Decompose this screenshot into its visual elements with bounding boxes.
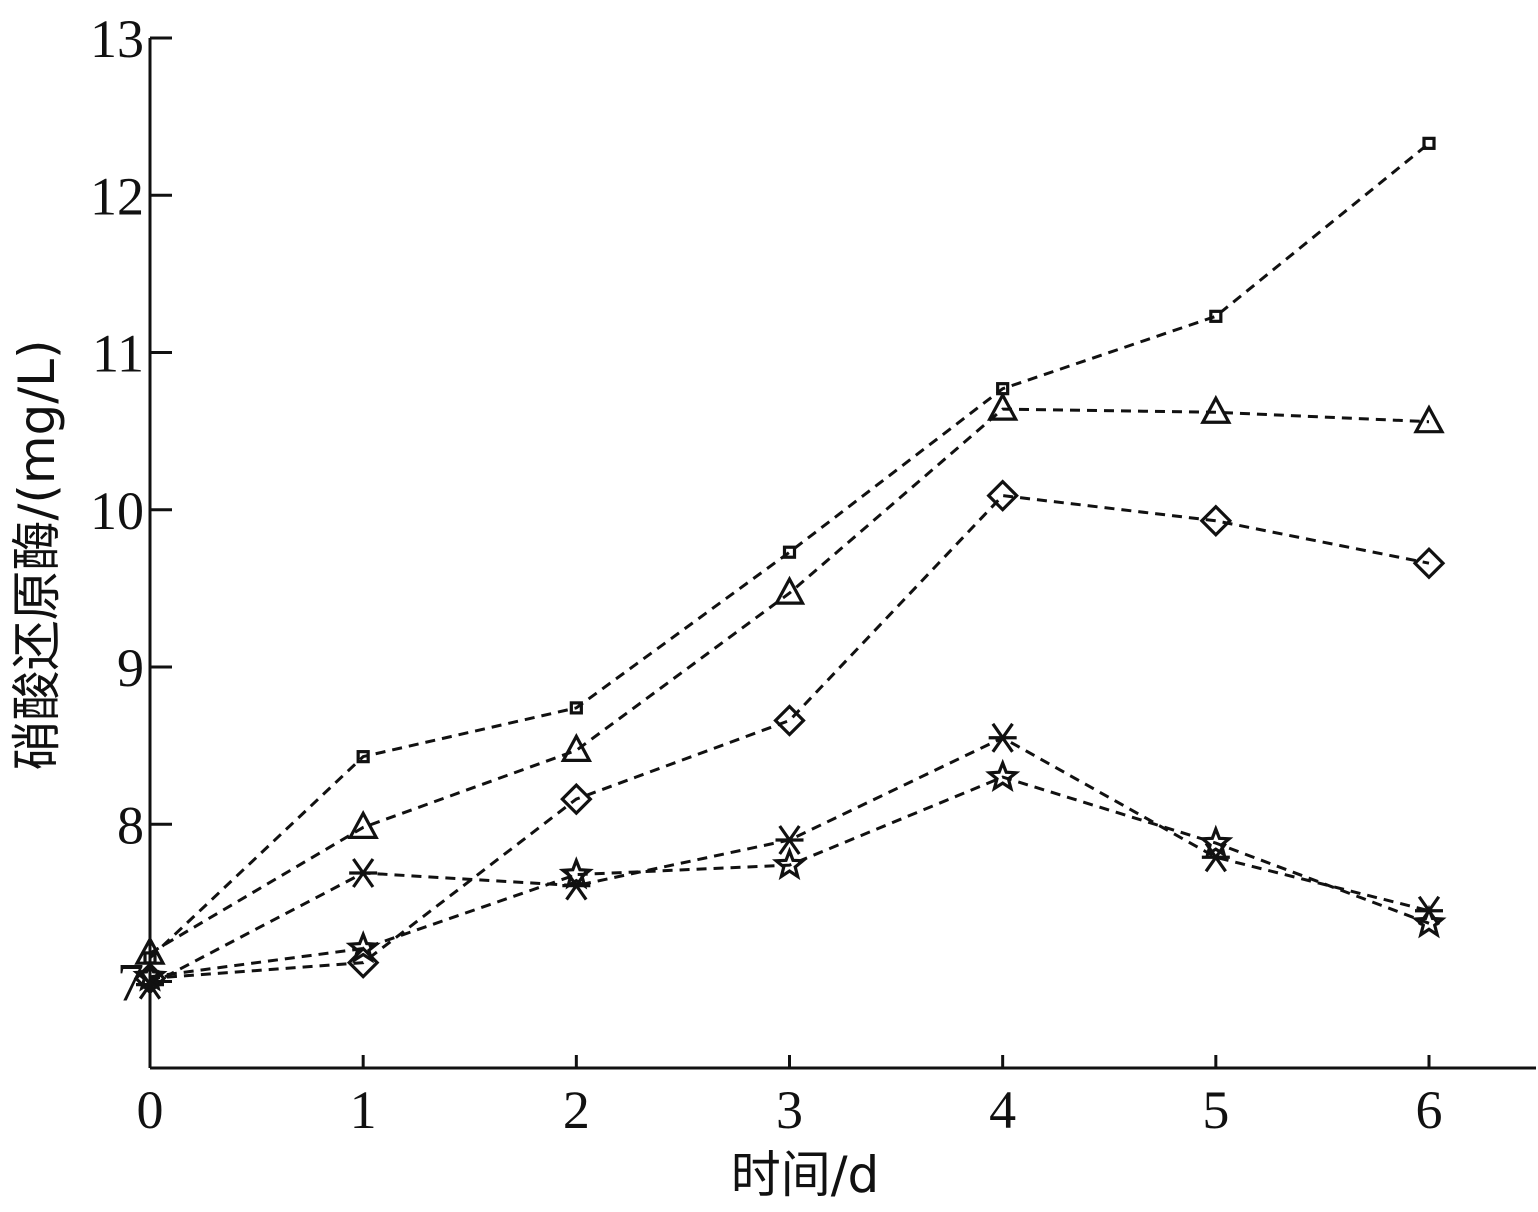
series-2-line [149,407,1430,955]
x-axis-title: 时间/d [731,1146,880,1204]
series-5-star-marker [771,846,808,881]
series-5-star-marker [1411,904,1447,939]
series-3-diamond-marker [560,782,593,816]
series-1-square-marker [1422,136,1436,150]
series-2-triangle-marker [347,810,379,840]
series-2-triangle-marker [773,575,806,605]
y-tick-label: 13 [90,9,144,69]
axes [148,38,1536,1070]
series-5-star-marker [558,856,594,890]
series-layer [132,136,1447,1000]
series-4-line [149,736,1430,987]
series-3-diamond-marker [986,479,1019,512]
series-3-diamond-marker [773,704,806,737]
series-3-diamond-marker [1412,546,1446,580]
series-1-square-marker [782,545,797,559]
series-4-asterisk-marker [349,858,378,888]
series-5 [132,758,1447,992]
y-axis-title: 硝酸还原酶/(mg/L) [8,339,66,770]
x-tick-label: 5 [1202,1080,1229,1140]
series-4 [136,722,1443,1000]
series-5-star-marker [132,958,168,992]
x-tick-label: 6 [1416,1080,1443,1140]
x-tick-label: 4 [989,1080,1016,1140]
series-2-triangle-marker [560,732,593,762]
series-1-square-marker [356,750,370,764]
series-3-diamond-marker [1199,504,1233,538]
series-5-star-marker [1198,824,1234,859]
y-tick-label: 8 [117,795,144,855]
x-tick-label: 1 [350,1080,377,1140]
series-1-line [148,142,1430,959]
x-tick-label: 3 [776,1080,803,1140]
x-tick-label: 2 [563,1080,590,1140]
series-4-asterisk-marker [775,825,804,855]
y-tick-label: 11 [92,324,144,384]
series-1-square-marker [1209,309,1223,323]
y-tick-label: 10 [90,481,144,541]
series-2-triangle-marker [986,391,1019,421]
y-tick-label: 12 [90,166,144,226]
x-tick-label: 0 [137,1080,164,1140]
series-2-triangle-marker [1200,394,1232,424]
series-1-square-marker [569,701,583,715]
y-tick-label: 9 [117,638,144,698]
series-5-star-marker [985,758,1021,792]
series-2-triangle-marker [1413,404,1445,434]
series-4-asterisk-marker [988,722,1017,753]
series-5-line [149,775,1430,979]
series-3-line [149,494,1430,980]
series-5-star-marker [345,930,381,964]
series-2 [134,391,1445,965]
